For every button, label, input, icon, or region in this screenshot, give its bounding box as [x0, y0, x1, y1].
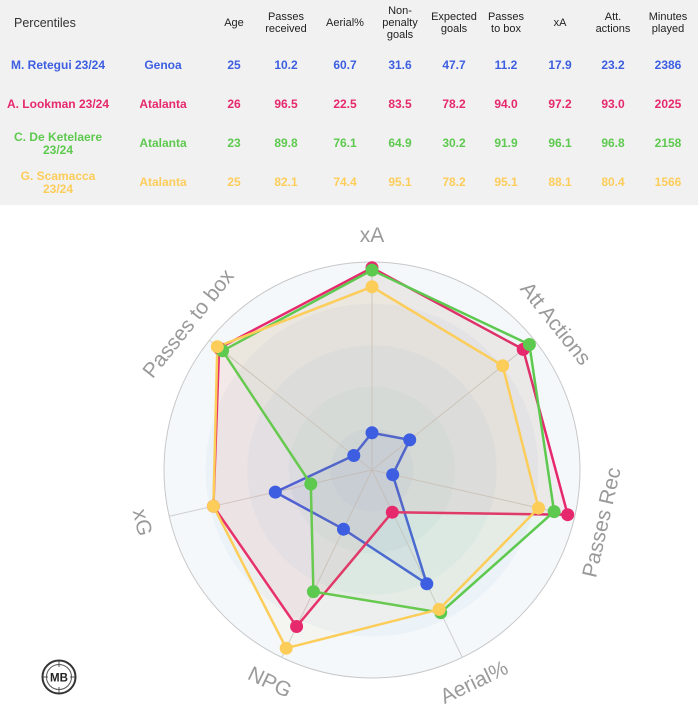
team-name: Genoa: [144, 58, 182, 72]
column-header: Minutes played: [648, 11, 688, 35]
table-title: Percentiles: [14, 16, 76, 30]
table-cell: 26: [227, 97, 241, 111]
column-header: Non-penalty goals: [382, 5, 418, 41]
table-cell: 94.0: [494, 97, 518, 111]
radar-spoke: [209, 339, 373, 471]
data-point: [522, 338, 536, 351]
data-point: [365, 426, 379, 440]
column-header: Passes received: [265, 11, 307, 35]
team-name: Atalanta: [139, 97, 187, 111]
table-cell: 60.7: [333, 58, 357, 72]
data-point: [365, 280, 379, 294]
series-line: [221, 268, 556, 614]
data-point: [279, 641, 293, 655]
table-cell: 30.2: [442, 136, 466, 150]
data-point: [365, 263, 379, 277]
table-cell: 74.4: [333, 175, 357, 189]
column-header: Age: [224, 17, 244, 29]
table-cell: 47.7: [442, 58, 466, 72]
table-cell: 96.5: [274, 97, 298, 111]
radar-spoke: [371, 469, 463, 658]
table-cell: 1566: [654, 175, 682, 189]
table-cell: 23.2: [601, 58, 625, 72]
table-row: M. Retegui 23/24 Genoa 25 10.2 60.7 31.6 47.7 1…: [0, 46, 698, 85]
column-header: Att. actions: [595, 11, 631, 35]
column-header: Expected goals: [431, 11, 477, 35]
data-point: [386, 468, 400, 482]
table-cell: 2386: [654, 58, 682, 72]
team-column-header: [112, 0, 214, 46]
table-cell: 95.1: [494, 175, 518, 189]
data-point: [420, 577, 434, 591]
table-cell: 78.2: [442, 175, 466, 189]
table-cell: 10.2: [274, 58, 298, 72]
column-header: xA: [553, 17, 567, 29]
svg-text:MB: MB: [50, 673, 68, 685]
axis-label: xA: [360, 224, 385, 247]
table-cell: 11.2: [494, 58, 518, 72]
data-point: [210, 340, 224, 354]
table-cell: 96.1: [548, 136, 572, 150]
logo-icon: MB: [41, 659, 77, 695]
series-line: [212, 266, 569, 628]
table-cell: 96.8: [601, 136, 625, 150]
data-point: [547, 505, 561, 519]
data-point: [337, 522, 350, 536]
table-cell: 2158: [654, 136, 682, 150]
player-name: M. Retegui 23/24: [10, 58, 106, 72]
data-point: [403, 433, 417, 447]
table-cell: 22.5: [333, 97, 357, 111]
table-cell: 88.1: [548, 175, 572, 189]
player-name: A. Lookman 23/24: [6, 97, 110, 111]
series-line: [212, 285, 540, 650]
data-point: [206, 499, 220, 513]
table-cell: 23: [227, 136, 241, 150]
player-name: C. De Ketelaere 23/24: [13, 129, 103, 157]
mb-logo: MB: [41, 659, 77, 695]
table-cell: 83.5: [388, 97, 412, 111]
team-name: Atalanta: [139, 136, 187, 150]
table-row: C. De Ketelaere 23/24 Atalanta 23 89.8 76.1 6…: [0, 124, 698, 163]
table-cell: 31.6: [388, 58, 412, 72]
table-cell: 89.8: [274, 136, 298, 150]
player-name: G. Scamacca 23/24: [20, 168, 96, 196]
axis-label: Passes Rec: [578, 465, 625, 579]
table-header-row: Percentiles Age Passes received Aerial% …: [0, 0, 698, 46]
table-cell: 95.1: [388, 175, 412, 189]
table-row: G. Scamacca 23/24 Atalanta 25 82.1 74.4 95.1 7…: [0, 163, 698, 202]
table-cell: 97.2: [548, 97, 572, 111]
table-cell: 82.1: [274, 175, 298, 189]
table-cell: 91.9: [494, 136, 518, 150]
table-cell: 64.9: [388, 136, 412, 150]
table-row: A. Lookman 23/24 Atalanta 26 96.5 22.5 83.5 78…: [0, 85, 698, 124]
table-cell: 2025: [654, 97, 682, 111]
radar-chart: xA Att Actions Passes Rec Aerial% NPG xG Passe…: [0, 205, 698, 709]
data-point: [496, 359, 510, 373]
column-header: Aerial%: [326, 17, 364, 29]
axis-label: xG: [128, 507, 156, 538]
table-cell: 17.9: [548, 58, 572, 72]
data-point: [347, 449, 361, 462]
table-cell: 76.1: [333, 136, 357, 150]
data-point: [432, 602, 446, 616]
data-point: [290, 620, 304, 633]
table-cell: 78.2: [442, 97, 466, 111]
percentiles-table: Percentiles Age Passes received Aerial% …: [0, 0, 698, 205]
data-point: [304, 477, 318, 491]
table-cell: 93.0: [601, 97, 625, 111]
team-name: Atalanta: [139, 175, 187, 189]
data-point: [268, 485, 282, 499]
table-cell: 25: [227, 58, 241, 72]
data-point: [385, 505, 399, 519]
data-point: [306, 585, 320, 599]
table-cell: 80.4: [601, 175, 625, 189]
data-point: [561, 508, 575, 522]
axis-label: NPG: [244, 662, 295, 702]
column-header: Passes to box: [487, 11, 525, 35]
data-point: [532, 501, 545, 515]
table-cell: 25: [227, 175, 241, 189]
